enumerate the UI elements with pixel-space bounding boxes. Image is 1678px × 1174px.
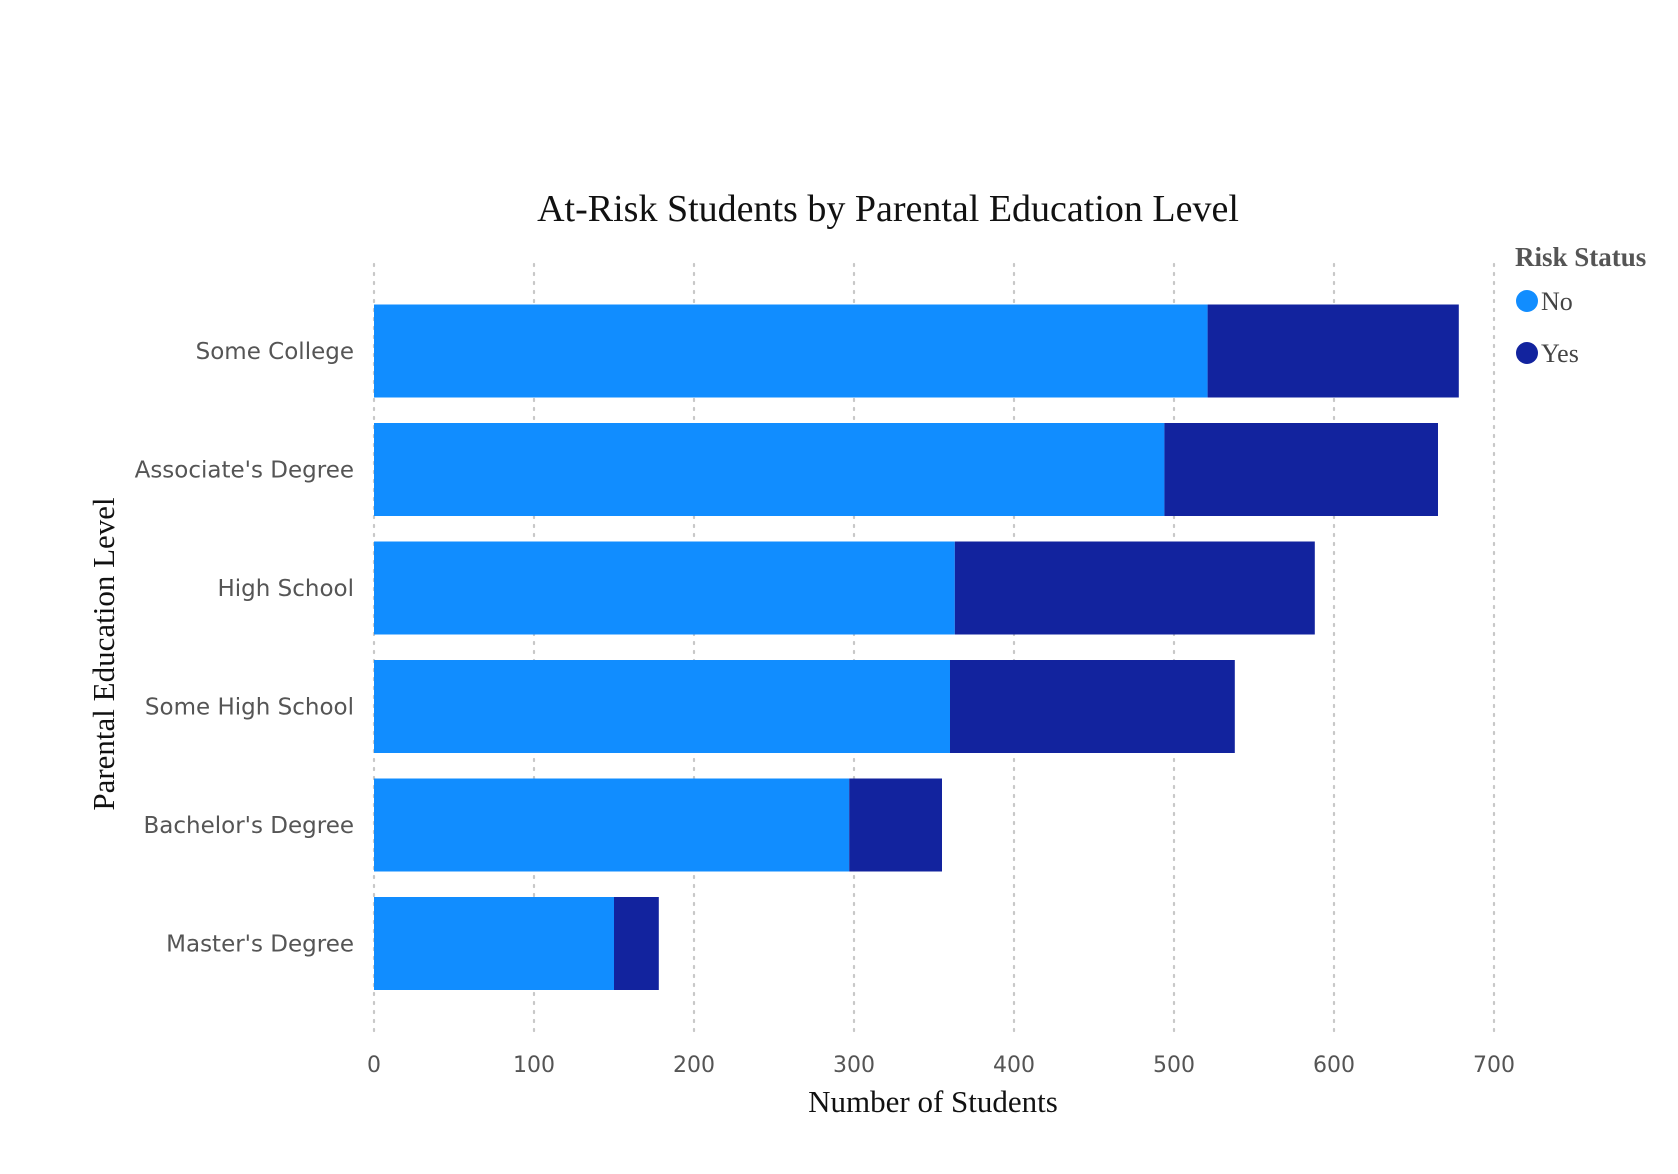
legend-marker-yes xyxy=(1516,342,1538,364)
legend-title: Risk Status xyxy=(1515,242,1646,272)
bar-no-0 xyxy=(374,304,1208,398)
bar-yes-1 xyxy=(1164,423,1438,516)
bar-yes-4 xyxy=(849,778,942,872)
y-category-label-4: Bachelor's Degree xyxy=(144,813,355,839)
x-tick-label-4: 400 xyxy=(993,1053,1035,1078)
x-tick-label-7: 700 xyxy=(1473,1053,1515,1078)
legend-label-no: No xyxy=(1541,287,1573,316)
y-category-label-3: Some High School xyxy=(145,695,354,721)
bar-no-1 xyxy=(374,423,1165,516)
legend-items: No Yes xyxy=(1516,287,1579,368)
y-category-label-2: High School xyxy=(217,576,354,602)
bar-yes-0 xyxy=(1207,304,1459,398)
y-category-label-1: Associate's Degree xyxy=(135,458,354,484)
x-tick-label-1: 100 xyxy=(513,1053,555,1078)
bars xyxy=(374,304,1459,990)
x-tick-label-2: 200 xyxy=(673,1053,715,1078)
bar-no-4 xyxy=(374,778,850,872)
bar-no-5 xyxy=(374,897,614,990)
legend-label-yes: Yes xyxy=(1541,339,1579,368)
y-axis-categories: Some College Associate's Degree High Schoo… xyxy=(135,339,354,958)
x-tick-label-3: 300 xyxy=(833,1053,875,1078)
x-axis-title: Number of Students xyxy=(808,1084,1058,1119)
legend: Risk Status No Yes xyxy=(1515,242,1646,368)
x-tick-label-0: 0 xyxy=(367,1053,381,1078)
legend-marker-no xyxy=(1516,290,1538,312)
bar-no-3 xyxy=(374,660,950,753)
x-axis-ticks: 0 100 200 300 400 500 600 700 xyxy=(367,1053,1515,1078)
y-axis-title: Parental Education Level xyxy=(86,497,121,810)
x-tick-label-6: 600 xyxy=(1313,1053,1355,1078)
bar-no-2 xyxy=(374,541,955,635)
y-category-label-5: Master's Degree xyxy=(166,932,354,958)
bar-yes-3 xyxy=(950,660,1235,753)
y-category-label-0: Some College xyxy=(196,339,354,365)
x-tick-label-5: 500 xyxy=(1153,1053,1195,1078)
bar-yes-5 xyxy=(614,897,659,990)
chart-title: At-Risk Students by Parental Education L… xyxy=(537,188,1239,230)
bar-yes-2 xyxy=(954,541,1315,635)
